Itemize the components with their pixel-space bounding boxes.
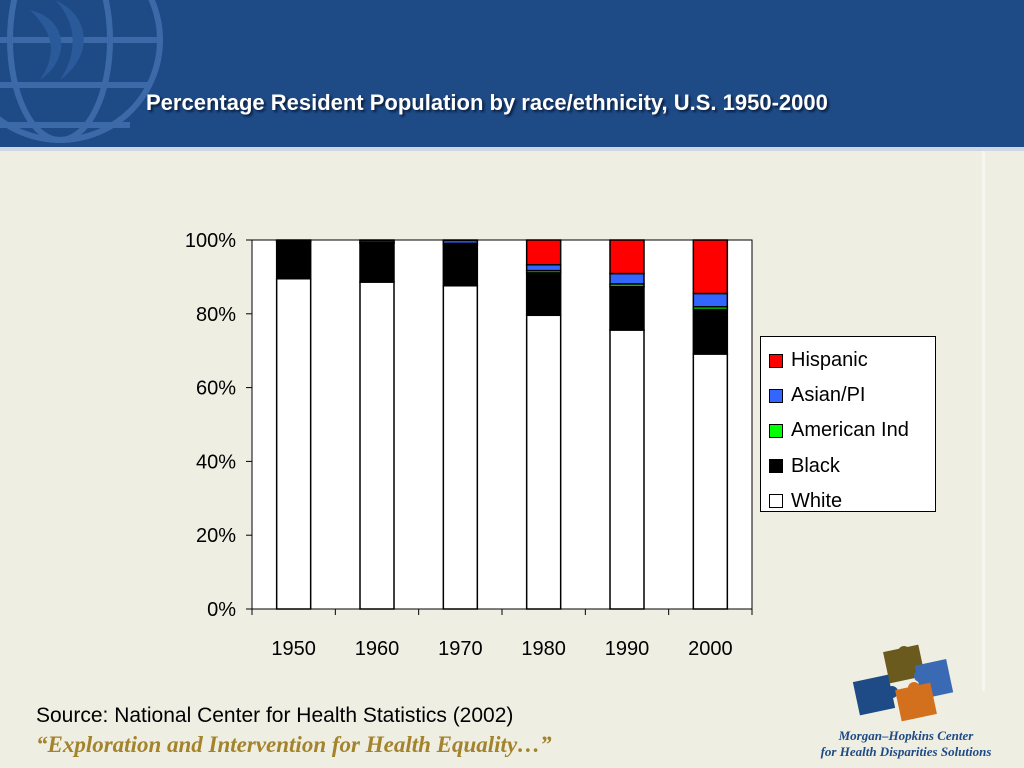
bar-hispanic-1980	[525, 239, 562, 266]
legend-item: American Ind	[769, 413, 935, 448]
legend-label: Asian/PI	[791, 384, 866, 407]
bar-black-1970	[442, 244, 479, 287]
y-tick-label: 0%	[207, 599, 236, 621]
globe-logo-icon	[0, 0, 163, 143]
legend-label: Black	[791, 454, 840, 477]
x-tick-label: 1970	[438, 638, 483, 660]
bar-white-1990	[609, 329, 645, 610]
x-tick-label: 1990	[605, 638, 650, 660]
legend-swatch	[769, 388, 783, 403]
x-tick-label: 1960	[355, 638, 400, 660]
y-tick-label: 20%	[196, 525, 236, 547]
legend-swatch	[769, 459, 783, 474]
tagline: “Exploration and Intervention for Health…	[36, 732, 552, 757]
logo-line-2: for Health Disparities Solutions	[820, 744, 992, 759]
bar-white-1980	[525, 314, 562, 610]
bar-white-1950	[275, 277, 312, 610]
x-tick-label: 1950	[271, 638, 316, 660]
chart-legend: Hispanic Asian/PI American Ind Black White	[760, 336, 936, 512]
header-divider	[0, 147, 1024, 151]
x-tick-label: 1980	[521, 638, 566, 660]
legend-item: Asian/PI	[769, 378, 935, 413]
x-tick-label: 2000	[688, 638, 733, 660]
legend-item: White	[769, 484, 935, 519]
y-tick-label: 100%	[185, 230, 236, 252]
legend-label: American Ind	[791, 419, 909, 442]
plot-area	[252, 240, 752, 609]
right-divider	[982, 151, 985, 691]
logo-caption: Morgan–Hopkins Center for Health Dispari…	[806, 728, 1006, 760]
bar-hispanic-2000	[692, 239, 729, 295]
title-banner: Percentage Resident Population by race/e…	[0, 0, 1024, 147]
legend-label: White	[791, 489, 843, 512]
legend-swatch	[769, 353, 783, 368]
bar-black-1990	[609, 285, 645, 331]
bar-black-1980	[525, 272, 562, 317]
y-tick-label: 80%	[196, 304, 236, 326]
bar-asian-pi-2000	[692, 292, 729, 308]
bar-white-1970	[442, 285, 479, 610]
y-tick-label: 60%	[196, 378, 236, 400]
bar-black-1960	[359, 242, 395, 283]
legend-item: Hispanic	[769, 343, 935, 378]
legend-swatch	[769, 494, 783, 509]
legend-item: Black	[769, 449, 935, 484]
legend-label: Hispanic	[791, 349, 868, 372]
bar-white-1960	[359, 281, 395, 610]
puzzle-logo-icon	[852, 644, 954, 722]
page-title: Percentage Resident Population by race/e…	[146, 90, 828, 115]
y-tick-label: 40%	[196, 451, 236, 473]
legend-swatch	[769, 423, 783, 438]
bar-white-2000	[692, 353, 729, 610]
logo-line-1: Morgan–Hopkins Center	[838, 728, 974, 743]
bar-black-2000	[692, 308, 729, 355]
bar-black-1950	[275, 241, 312, 280]
bar-asian-pi-1990	[609, 272, 645, 285]
bar-asian-pi-1980	[525, 263, 562, 272]
bar-hispanic-1990	[609, 239, 645, 275]
source-note: Source: National Center for Health Stati…	[36, 704, 514, 727]
plot-frame	[251, 239, 753, 610]
